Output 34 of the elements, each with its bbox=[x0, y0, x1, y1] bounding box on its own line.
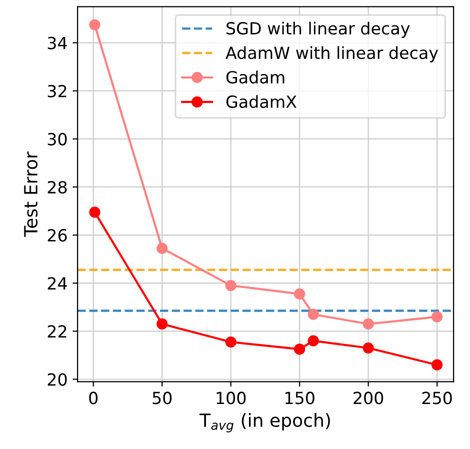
y-tick-label: 26 bbox=[48, 229, 67, 242]
legend-label: SGD with linear decay bbox=[226, 22, 410, 38]
point bbox=[362, 318, 374, 330]
y-axis-title: Test Error bbox=[24, 152, 38, 237]
x-tick-label: 0 bbox=[89, 392, 98, 404]
point bbox=[362, 342, 374, 354]
point bbox=[431, 311, 443, 322]
point bbox=[225, 280, 236, 292]
legend-label: GadamX bbox=[226, 95, 297, 108]
y-tick-label: 30 bbox=[48, 132, 67, 146]
point bbox=[89, 19, 100, 30]
point bbox=[225, 336, 236, 348]
x-tick-label: 250 bbox=[422, 392, 452, 404]
y-tick-label: 28 bbox=[48, 180, 67, 194]
point bbox=[308, 308, 319, 320]
point bbox=[294, 344, 306, 355]
legend-label: Gadam bbox=[226, 70, 284, 84]
y-tick-label: 34 bbox=[48, 36, 67, 50]
y-tick-label: 22 bbox=[48, 325, 66, 338]
x-tick-label: 50 bbox=[152, 392, 172, 404]
x-axis-title: T$_{avg}$ (in epoch) bbox=[200, 413, 330, 432]
point bbox=[308, 335, 319, 346]
point bbox=[156, 318, 168, 330]
point bbox=[156, 242, 168, 254]
y-tick-label: 20 bbox=[48, 373, 67, 386]
x-tick-label: 200 bbox=[354, 392, 384, 404]
x-tick-label: 100 bbox=[216, 392, 246, 404]
y-tick-label: 24 bbox=[48, 277, 67, 290]
point bbox=[294, 288, 306, 300]
x-tick-label: 150 bbox=[286, 392, 314, 404]
point bbox=[89, 206, 100, 218]
legend-label: AdamW with linear decay bbox=[226, 46, 438, 62]
point bbox=[431, 359, 443, 370]
y-tick-label: 32 bbox=[48, 84, 66, 98]
